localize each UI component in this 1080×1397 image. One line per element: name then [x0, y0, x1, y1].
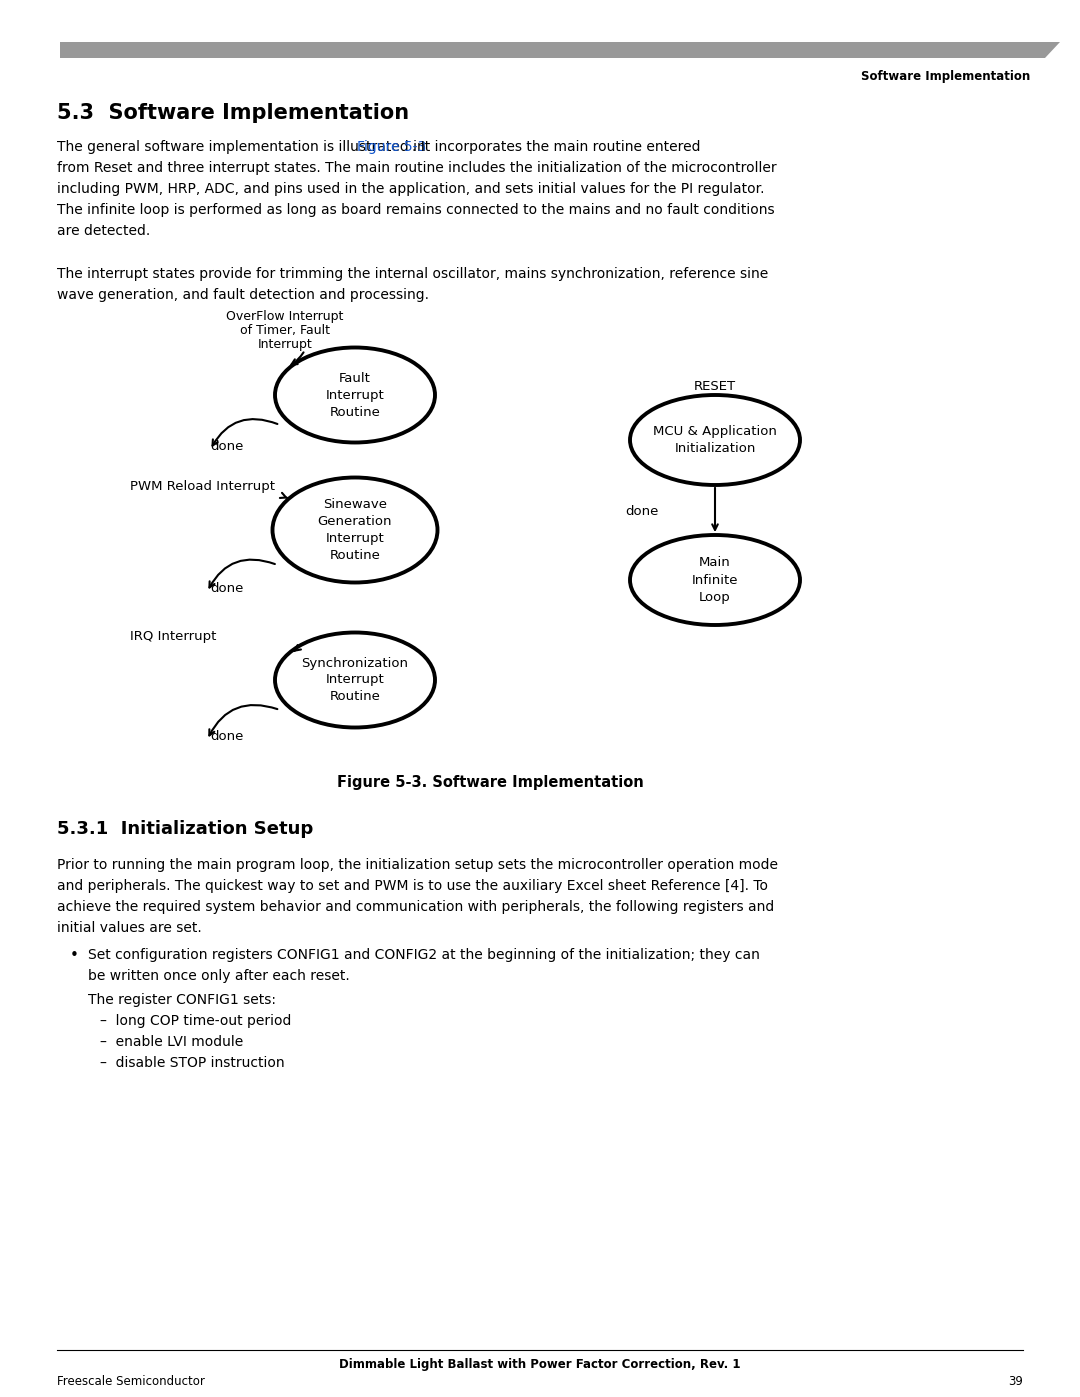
Text: 39: 39 — [1008, 1375, 1023, 1389]
Text: from Reset and three interrupt states. The main routine includes the initializat: from Reset and three interrupt states. T… — [57, 161, 777, 175]
Text: Freescale Semiconductor: Freescale Semiconductor — [57, 1375, 205, 1389]
Text: including PWM, HRP, ADC, and pins used in the application, and sets initial valu: including PWM, HRP, ADC, and pins used i… — [57, 182, 765, 196]
Text: done: done — [625, 504, 659, 518]
Text: The infinite loop is performed as long as board remains connected to the mains a: The infinite loop is performed as long a… — [57, 203, 774, 217]
Text: Prior to running the main program loop, the initialization setup sets the microc: Prior to running the main program loop, … — [57, 858, 778, 872]
Text: . It incorporates the main routine entered: . It incorporates the main routine enter… — [413, 140, 701, 154]
Text: PWM Reload Interrupt: PWM Reload Interrupt — [130, 481, 275, 493]
Text: Sinewave
Generation
Interrupt
Routine: Sinewave Generation Interrupt Routine — [318, 497, 392, 562]
Text: RESET: RESET — [694, 380, 737, 393]
Text: Interrupt: Interrupt — [258, 338, 312, 351]
Text: 5.3  Software Implementation: 5.3 Software Implementation — [57, 103, 409, 123]
Text: wave generation, and fault detection and processing.: wave generation, and fault detection and… — [57, 288, 429, 302]
Text: The general software implementation is illustrated in: The general software implementation is i… — [57, 140, 430, 154]
Text: initial values are set.: initial values are set. — [57, 921, 202, 935]
Text: 5.3.1  Initialization Setup: 5.3.1 Initialization Setup — [57, 820, 313, 838]
Text: OverFlow Interrupt: OverFlow Interrupt — [227, 310, 343, 323]
Text: Synchronization
Interrupt
Routine: Synchronization Interrupt Routine — [301, 657, 408, 704]
Text: Software Implementation: Software Implementation — [861, 70, 1030, 82]
Text: IRQ Interrupt: IRQ Interrupt — [130, 630, 216, 643]
Text: The register CONFIG1 sets:: The register CONFIG1 sets: — [87, 993, 276, 1007]
Text: achieve the required system behavior and communication with peripherals, the fol: achieve the required system behavior and… — [57, 900, 774, 914]
Text: –  enable LVI module: – enable LVI module — [100, 1035, 243, 1049]
Polygon shape — [60, 42, 1059, 59]
Text: –  long COP time-out period: – long COP time-out period — [100, 1014, 292, 1028]
Text: of Timer, Fault: of Timer, Fault — [240, 324, 330, 337]
Text: MCU & Application
Initialization: MCU & Application Initialization — [653, 425, 777, 455]
Text: be written once only after each reset.: be written once only after each reset. — [87, 970, 350, 983]
Text: done: done — [210, 731, 243, 743]
Text: Figure 5-3. Software Implementation: Figure 5-3. Software Implementation — [337, 775, 644, 789]
Text: The interrupt states provide for trimming the internal oscillator, mains synchro: The interrupt states provide for trimmin… — [57, 267, 768, 281]
Text: •: • — [70, 949, 79, 963]
Text: Set configuration registers CONFIG1 and CONFIG2 at the beginning of the initiali: Set configuration registers CONFIG1 and … — [87, 949, 760, 963]
Text: Main
Infinite
Loop: Main Infinite Loop — [692, 556, 739, 604]
Text: Fault
Interrupt
Routine: Fault Interrupt Routine — [326, 372, 384, 419]
Text: done: done — [210, 583, 243, 595]
Text: Dimmable Light Ballast with Power Factor Correction, Rev. 1: Dimmable Light Ballast with Power Factor… — [339, 1358, 741, 1370]
Text: done: done — [210, 440, 243, 453]
Text: –  disable STOP instruction: – disable STOP instruction — [100, 1056, 285, 1070]
Text: and peripherals. The quickest way to set and PWM is to use the auxiliary Excel s: and peripherals. The quickest way to set… — [57, 879, 768, 893]
Text: are detected.: are detected. — [57, 224, 150, 237]
Text: Figure 5-3: Figure 5-3 — [356, 140, 426, 154]
